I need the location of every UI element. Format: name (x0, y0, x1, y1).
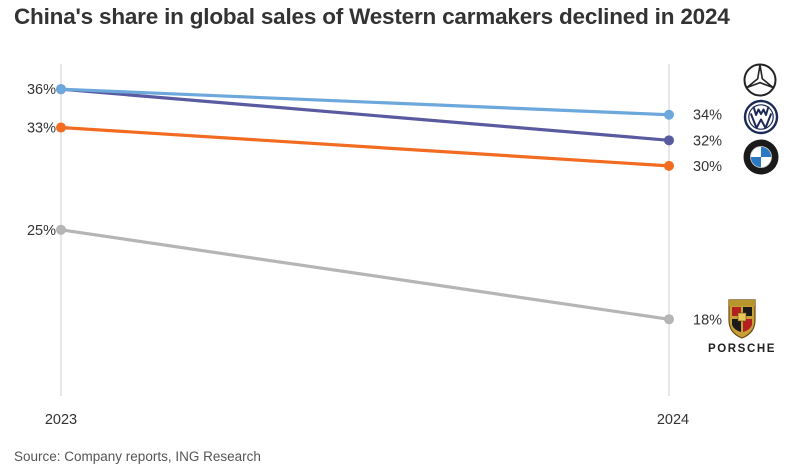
data-point-mercedes-benz-2024 (664, 109, 674, 120)
source-note: Source: Company reports, ING Research (14, 449, 261, 464)
porsche-wordmark: PORSCHE (708, 343, 776, 355)
data-point-porsche-2024 (664, 314, 674, 325)
data-point-mercedes-benz-2023 (56, 84, 66, 95)
data-label-porsche-2024: 18% (693, 312, 722, 328)
data-label-mercedes-benz-2024: 34% (693, 108, 722, 124)
mercedes-logo (743, 63, 777, 97)
data-label-bmw-2024: 30% (693, 159, 722, 175)
series-line-mercedes-benz (59, 87, 671, 117)
data-label-bmw-2023: 33% (27, 121, 56, 137)
data-point-porsche-2023 (56, 224, 66, 235)
series-layer (56, 84, 674, 325)
data-point-bmw-2023 (56, 122, 66, 133)
data-label-porsche-2023: 25% (27, 223, 56, 239)
series-line-porsche (59, 228, 671, 321)
series-line-volkswagen (59, 87, 671, 142)
volkswagen-logo (743, 99, 779, 135)
x-tick-label-2023: 2023 (45, 412, 77, 428)
data-point-volkswagen-2024 (664, 135, 674, 146)
label-layer: 36% 34% 32% 33% 30% 25% 18% (27, 82, 722, 328)
data-point-bmw-2024 (664, 160, 674, 171)
x-tick-label-2024: 2024 (657, 412, 689, 428)
chart-title: China's share in global sales of Western… (14, 4, 730, 29)
porsche-logo (728, 299, 756, 339)
series-line-bmw (59, 125, 671, 168)
bmw-logo (743, 139, 779, 175)
data-label-volkswagen-2024: 32% (693, 133, 722, 149)
data-label-mercedes-benz-2023: 36% (27, 82, 56, 98)
